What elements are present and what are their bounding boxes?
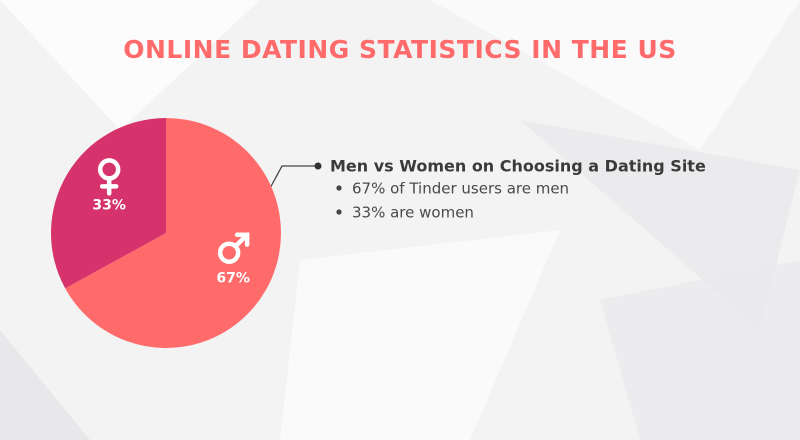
icon-part [217, 241, 241, 264]
bullets: 67% of Tinder users are men 33% are wome… [336, 180, 569, 222]
female-icon [97, 158, 121, 196]
bullet-text: 33% are women [352, 204, 474, 222]
pie-slice [50, 117, 166, 289]
pie: 67% 33% [50, 117, 281, 348]
icon-part [234, 232, 250, 247]
chart-title: ONLINE DATING STATISTICS IN THE US [123, 35, 677, 64]
male-icon [217, 232, 250, 264]
icon-part [233, 233, 249, 248]
pie-slice [65, 118, 281, 348]
slice-label: 67% [216, 271, 250, 287]
annotation-heading: Men vs Women on Choosing a Dating Site [330, 157, 706, 176]
bullet-text: 67% of Tinder users are men [352, 180, 569, 198]
slice-label: 33% [92, 197, 126, 213]
